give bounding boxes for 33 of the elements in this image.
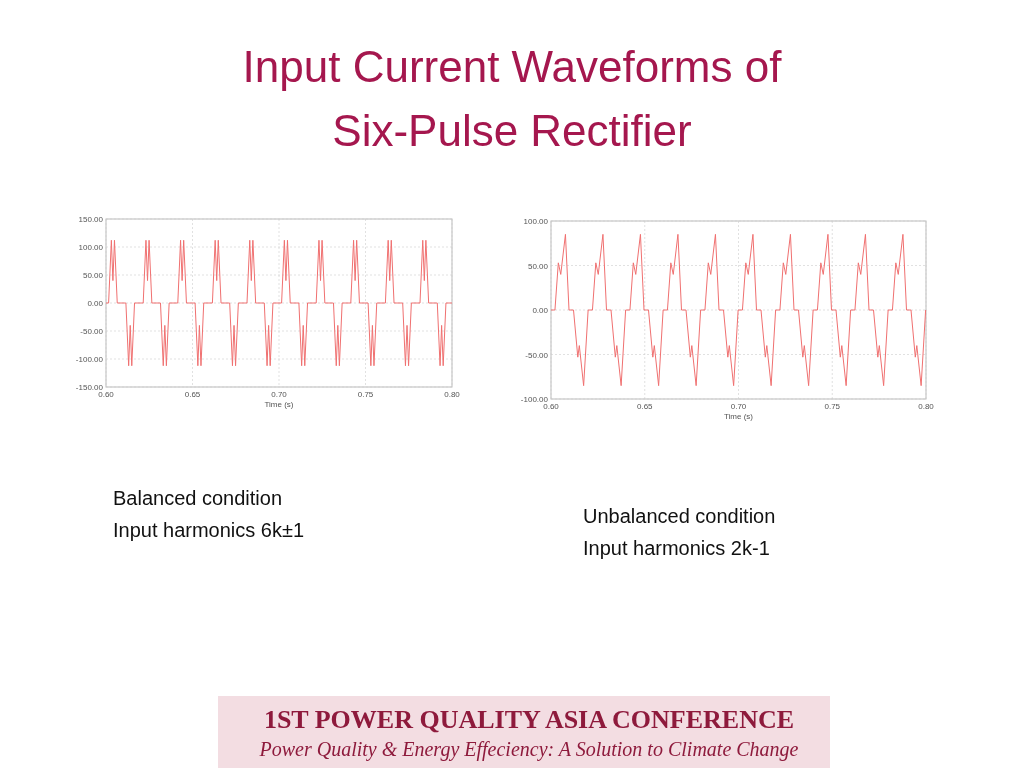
x-tick-label: 0.60 <box>98 390 115 399</box>
x-tick-label: 0.80 <box>918 402 935 411</box>
x-axis-title: Time (s) <box>264 400 294 409</box>
y-tick-label: -150.00 <box>75 383 104 392</box>
text: Unbalanced condition <box>583 505 776 527</box>
y-tick-label: -50.00 <box>80 327 104 336</box>
line-series <box>550 233 927 387</box>
x-tick-label: 0.70 <box>730 402 747 411</box>
text: Power Quality & Energy Effeciency: A Solution to Climate Change <box>258 738 799 761</box>
y-tick-label: 0.00 <box>87 299 104 308</box>
line-series <box>105 239 453 367</box>
text: Input harmonics 2k-1 <box>583 537 770 559</box>
y-tick-label: 100.00 <box>78 243 104 252</box>
x-tick-label: 0.65 <box>636 402 654 411</box>
y-tick-label: 0.00 <box>532 306 549 315</box>
y-tick-label: 50.00 <box>527 261 549 271</box>
y-tick-label: 150.00 <box>78 215 104 224</box>
x-tick-label: 0.60 <box>543 402 560 411</box>
x-tick-label: 0.75 <box>824 402 841 411</box>
x-tick-label: 0.65 <box>184 390 201 399</box>
x-tick-label: 0.70 <box>271 390 288 399</box>
text: 1ST POWER QUALITY ASIA CONFERENCE <box>263 705 795 734</box>
y-tick-label: -100.00 <box>75 355 104 364</box>
text: Input harmonics 6k±1 <box>113 519 305 541</box>
y-tick-label: -50.00 <box>525 350 549 360</box>
x-tick-label: 0.80 <box>444 390 461 399</box>
y-tick-label: -100.00 <box>520 395 549 404</box>
y-tick-label: 100.00 <box>523 217 549 226</box>
x-tick-label: 0.75 <box>357 390 374 399</box>
x-axis-title: Time (s) <box>723 412 754 421</box>
y-tick-label: 50.00 <box>82 271 104 280</box>
text: Balanced condition <box>113 487 283 509</box>
chart-title: Input Current Waveforms of Six-Pulse Rectifier <box>242 42 783 155</box>
